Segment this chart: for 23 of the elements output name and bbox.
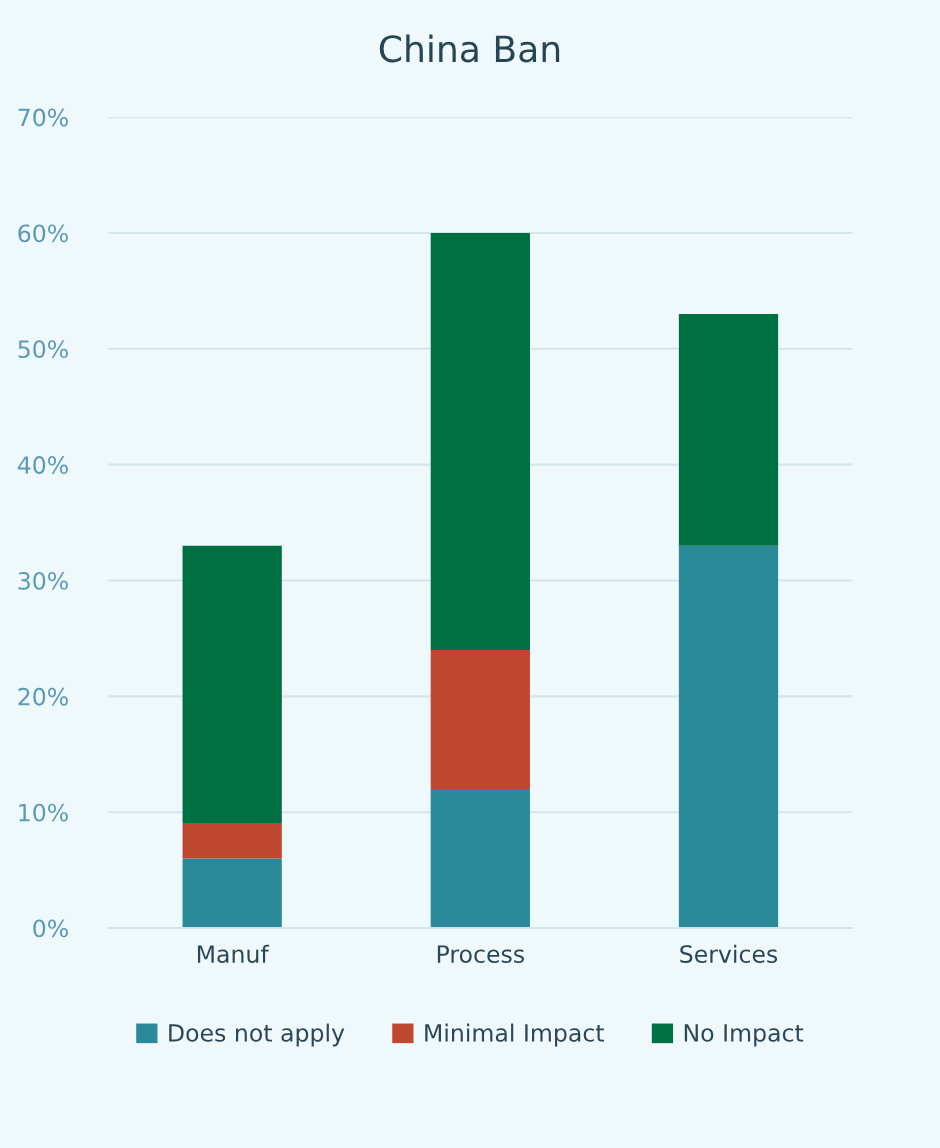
bar (182, 545, 282, 824)
y-tick-label: 30% (18, 571, 68, 590)
legend-label: No Impact (684, 1024, 804, 1047)
y-tick-label: 70% (18, 108, 68, 127)
bar (678, 314, 779, 546)
bar (430, 789, 530, 929)
x-tick-label: Manuf (197, 944, 270, 963)
x-tick-label: Process (437, 945, 524, 963)
y-tick-label: 0% (33, 919, 68, 938)
bar (678, 545, 779, 929)
bar (430, 650, 530, 790)
legend-label: Minimal Impact (425, 1023, 605, 1047)
legend-label: Does not apply (169, 1023, 345, 1047)
y-tick-label: 60% (18, 224, 68, 243)
x-tick-label: Services (680, 944, 778, 963)
y-tick-label: 20% (18, 687, 68, 706)
y-tick-label: 10% (19, 803, 68, 822)
y-tick-label: 40% (17, 456, 68, 474)
bar (430, 232, 530, 650)
y-tick-label: 50% (18, 340, 68, 359)
chart-title: China Ban (379, 34, 560, 63)
bar (182, 823, 282, 859)
bar (182, 858, 282, 929)
